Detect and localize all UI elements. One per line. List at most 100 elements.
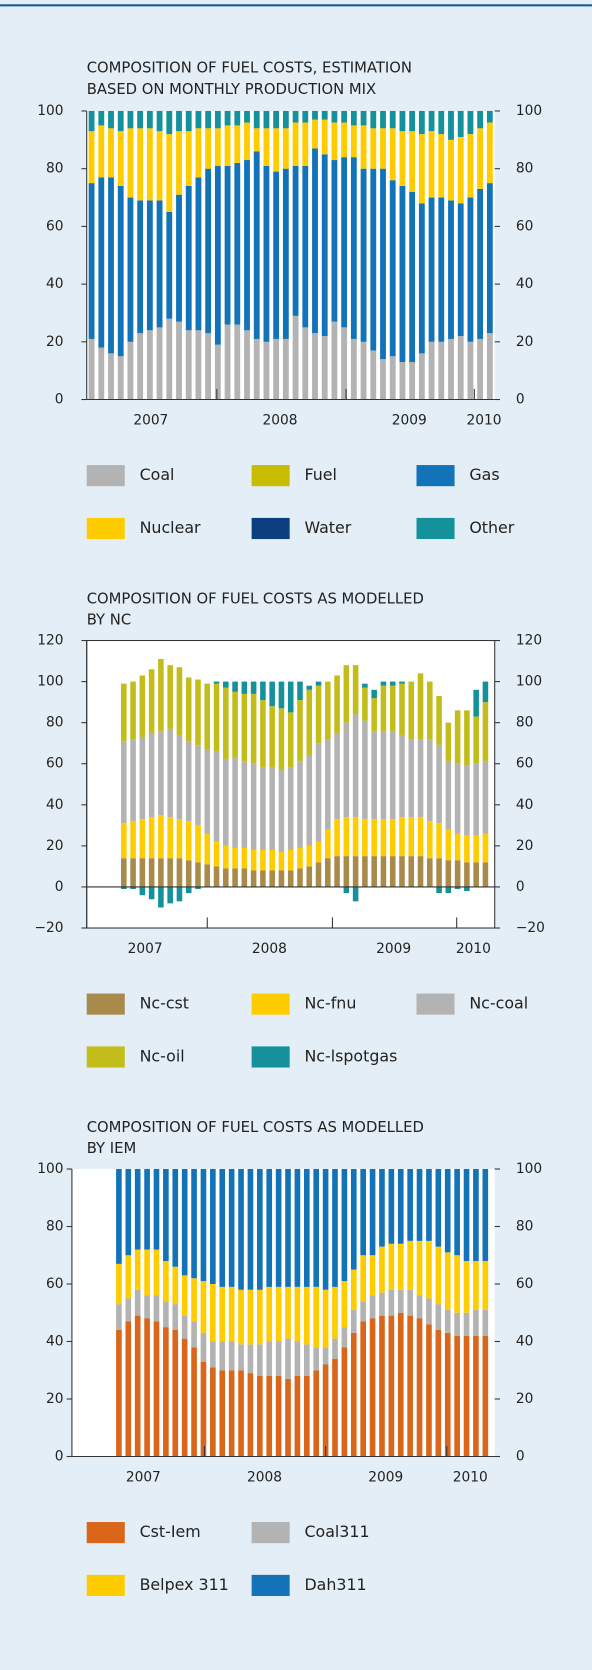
bar-segment <box>250 763 257 850</box>
bar-segment <box>297 847 303 869</box>
bar-segment <box>416 1169 423 1241</box>
bar-segment <box>409 131 416 192</box>
bar-segment <box>313 1347 320 1371</box>
bar-segment <box>482 681 489 703</box>
bar-segment <box>473 763 479 836</box>
bar-segment <box>191 1347 197 1457</box>
y2-tick-label: 120 <box>516 633 542 649</box>
bar-segment <box>204 864 211 887</box>
bar-segment <box>350 1332 357 1457</box>
bar-segment <box>139 886 146 896</box>
bar-segment <box>257 1289 263 1345</box>
bar-segment <box>444 1309 451 1333</box>
bar-segment <box>88 110 95 132</box>
bar-segment <box>146 200 153 331</box>
bar-segment <box>380 110 386 129</box>
y2-tick-label: 60 <box>516 1276 533 1292</box>
bar-segment <box>303 1286 310 1345</box>
bar-segment <box>195 128 202 178</box>
bar-segment <box>457 336 464 400</box>
bar-segment <box>343 722 350 818</box>
bar-segment <box>224 110 231 126</box>
y-tick-label: 100 <box>37 674 63 690</box>
bar-segment <box>98 177 105 348</box>
bar-segment <box>260 849 266 871</box>
bar-segment <box>185 110 192 132</box>
bar-segment <box>399 856 405 887</box>
legend-swatch <box>86 993 125 1015</box>
bar-segment <box>185 677 192 742</box>
bar-segment <box>360 1169 366 1256</box>
bar-segment <box>273 110 280 129</box>
bar-segment <box>360 110 367 126</box>
bar-segment <box>134 1315 141 1457</box>
bar-segment <box>297 700 303 762</box>
bar-segment <box>266 1286 273 1342</box>
bar-segment <box>139 675 146 738</box>
bar-segment <box>379 1246 385 1293</box>
bar-segment <box>463 1312 470 1336</box>
chart-title: BY IEM <box>87 1140 137 1157</box>
bar-segment <box>380 681 387 686</box>
bar-segment <box>287 870 294 887</box>
bar-segment <box>244 110 250 123</box>
bar-segment <box>448 110 454 140</box>
bar-segment <box>257 1344 263 1376</box>
bar-segment <box>399 131 406 187</box>
legend-swatch <box>86 1046 125 1068</box>
bar-segment <box>417 856 424 887</box>
bar-segment <box>407 1289 413 1316</box>
y2-tick-label: −20 <box>516 920 545 936</box>
bar-segment <box>210 1283 216 1342</box>
y2-tick-label: 40 <box>516 1333 533 1349</box>
x-tick-label: 2009 <box>368 1470 403 1486</box>
bar-segment <box>454 886 461 889</box>
bar-segment <box>219 1341 226 1371</box>
bar-segment <box>195 679 201 746</box>
bar-segment <box>445 860 452 887</box>
bar-segment <box>426 1240 432 1299</box>
bar-segment <box>223 759 229 846</box>
bar-segment <box>238 1169 244 1290</box>
bar-segment <box>369 1295 376 1319</box>
bar-segment <box>204 833 211 865</box>
bar-segment <box>427 681 433 740</box>
bar-segment <box>232 757 238 848</box>
bar-segment <box>360 1255 366 1302</box>
bar-segment <box>127 341 134 400</box>
bar-segment <box>176 734 183 820</box>
bar-segment <box>214 110 221 129</box>
bar-segment <box>322 1169 329 1290</box>
bar-segment <box>287 712 294 768</box>
bar-segment <box>278 870 285 887</box>
bar-segment <box>278 769 285 853</box>
bar-segment <box>473 689 479 717</box>
bar-segment <box>454 1169 460 1256</box>
bar-segment <box>332 1169 338 1287</box>
bar-segment <box>464 886 470 892</box>
bar-segment <box>352 817 359 857</box>
bar-segment <box>454 860 461 887</box>
bar-segment <box>116 1263 122 1305</box>
bar-segment <box>139 858 146 887</box>
bar-segment <box>287 849 294 871</box>
bar-segment <box>362 720 368 820</box>
bar-segment <box>352 665 359 715</box>
bar-segment <box>200 1281 207 1333</box>
bar-segment <box>219 1169 226 1287</box>
bar-segment <box>269 681 275 707</box>
y-tick-label: 80 <box>46 161 63 177</box>
bar-segment <box>331 110 338 123</box>
bar-segment <box>223 681 229 688</box>
legend-label: Nc-oil <box>140 1046 185 1065</box>
bar-segment <box>331 321 338 400</box>
plot-area <box>71 1169 495 1457</box>
chart-title: COMPOSITION OF FUEL COSTS AS MODELLED <box>87 590 424 607</box>
legend-label: Gas <box>469 465 499 484</box>
bar-segment <box>428 131 435 198</box>
bar-segment <box>176 321 182 400</box>
bar-segment <box>121 741 127 824</box>
bar-segment <box>482 1309 489 1336</box>
bar-segment <box>350 157 357 339</box>
bar-segment <box>250 681 257 694</box>
